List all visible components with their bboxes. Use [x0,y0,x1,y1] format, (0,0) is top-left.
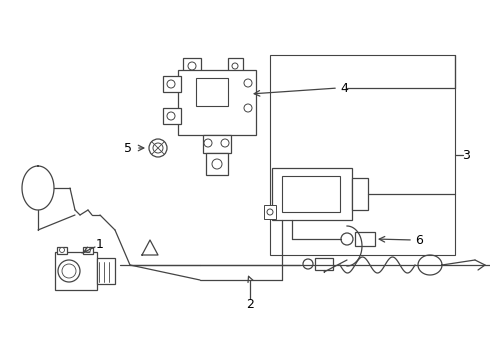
Text: 4: 4 [340,81,348,95]
Bar [196,78,228,106]
Circle shape [58,260,80,282]
Circle shape [188,62,196,70]
Bar [355,232,375,246]
Bar [228,58,243,73]
Bar [163,76,181,92]
Circle shape [62,264,76,278]
Text: 1: 1 [96,238,104,251]
Circle shape [204,139,212,147]
Circle shape [244,104,252,112]
Circle shape [59,248,65,252]
Bar [55,252,97,290]
Text: 6: 6 [415,234,423,247]
Circle shape [341,233,353,245]
Bar [272,168,352,220]
Bar [163,108,181,124]
Bar [178,70,256,135]
Bar [203,135,231,153]
Circle shape [244,79,252,87]
Bar [270,55,455,255]
Bar [206,153,228,175]
Text: 3: 3 [462,149,470,162]
Circle shape [167,112,175,120]
Text: 5: 5 [124,141,132,154]
Bar [315,258,333,270]
Bar [352,178,368,210]
Circle shape [153,143,163,153]
Circle shape [167,80,175,88]
Bar [183,58,201,73]
Circle shape [85,248,91,252]
Circle shape [267,209,273,215]
Bar [97,258,115,284]
Circle shape [212,159,222,169]
Bar [282,176,340,212]
Text: 2: 2 [246,298,254,311]
Bar [83,247,93,254]
Bar [57,247,67,254]
Circle shape [221,139,229,147]
Circle shape [303,259,313,269]
Bar [264,205,276,219]
Circle shape [149,139,167,157]
Circle shape [232,63,238,69]
